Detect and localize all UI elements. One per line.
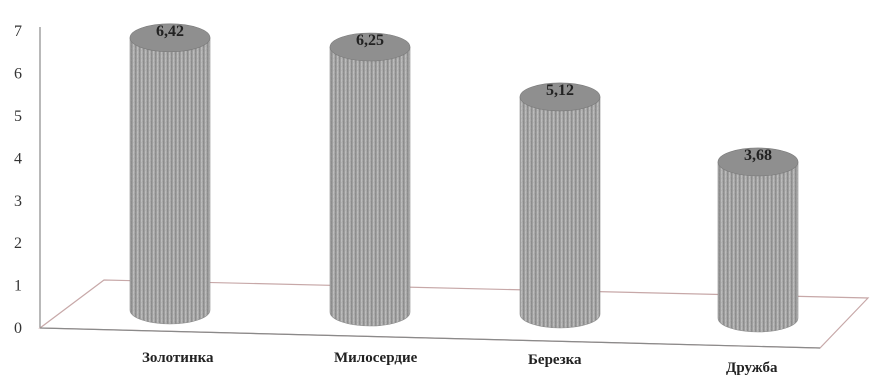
- bars: [129, 23, 799, 333]
- category-label: Золотинка: [142, 350, 214, 366]
- data-labels: 6,42 6,25 5,12 3,68: [156, 23, 772, 164]
- bar-top: [329, 32, 411, 62]
- y-tick-labels: 0 1 2 3 4 5 6 7: [14, 23, 22, 337]
- y-tick-label: 6: [14, 66, 22, 83]
- data-label: 6,25: [356, 32, 384, 49]
- bar-top: [519, 82, 601, 112]
- data-label: 3,68: [744, 147, 772, 164]
- y-tick-label: 5: [14, 108, 22, 125]
- bar-body: [329, 46, 411, 327]
- category-label: Березка: [528, 352, 582, 368]
- category-labels: Золотинка Милосердие Березка Дружба: [142, 350, 778, 375]
- y-tick-label: 3: [14, 193, 22, 210]
- x-axis: [39, 327, 821, 349]
- bar: [129, 23, 211, 325]
- bar: [519, 82, 601, 329]
- data-label: 6,42: [156, 23, 184, 40]
- bar: [717, 147, 799, 333]
- bar-body: [129, 37, 211, 325]
- category-label: Дружба: [726, 360, 778, 375]
- category-label: Милосердие: [334, 350, 418, 366]
- bar-body: [717, 161, 799, 333]
- y-tick-label: 1: [14, 278, 22, 295]
- bar: [329, 32, 411, 327]
- bar-top: [717, 147, 799, 177]
- data-label: 5,12: [546, 82, 574, 99]
- bar-top: [129, 23, 211, 53]
- y-tick-label: 2: [14, 235, 22, 252]
- y-tick-label: 4: [14, 150, 22, 167]
- y-tick-label: 0: [14, 320, 22, 337]
- y-tick-label: 7: [14, 23, 22, 40]
- bar-body: [519, 96, 601, 329]
